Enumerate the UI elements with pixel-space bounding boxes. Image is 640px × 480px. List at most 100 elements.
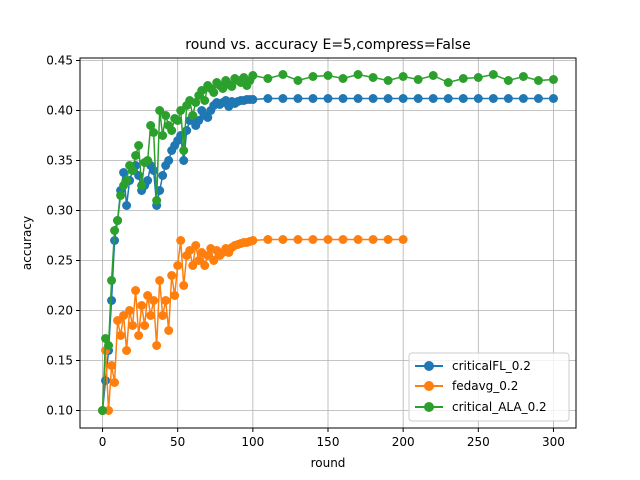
data-point-critical-ala-0-2 — [200, 96, 210, 105]
data-point-criticalfl-0-2 — [143, 176, 153, 185]
x-tick-label: 0 — [99, 435, 107, 449]
data-point-fedavg-0-2 — [116, 331, 126, 340]
data-point-critical-ala-0-2 — [155, 106, 165, 115]
x-tick-label: 50 — [170, 435, 185, 449]
data-point-criticalfl-0-2 — [338, 94, 348, 103]
data-point-fedavg-0-2 — [161, 296, 171, 305]
data-point-criticalfl-0-2 — [413, 94, 423, 103]
data-point-fedavg-0-2 — [146, 311, 156, 320]
series-critical-ala-0-2 — [98, 70, 558, 415]
data-point-fedavg-0-2 — [185, 246, 195, 255]
data-point-criticalfl-0-2 — [278, 94, 288, 103]
data-point-critical-ala-0-2 — [413, 75, 423, 84]
data-point-critical-ala-0-2 — [443, 78, 453, 87]
y-tick-label: 0.30 — [46, 204, 73, 218]
data-point-critical-ala-0-2 — [98, 406, 108, 415]
data-point-critical-ala-0-2 — [110, 226, 120, 235]
legend-label-criticalfl: criticalFL_0.2 — [452, 359, 531, 373]
data-point-critical-ala-0-2 — [122, 176, 132, 185]
data-point-critical-ala-0-2 — [158, 131, 168, 140]
data-point-fedavg-0-2 — [263, 235, 273, 244]
legend: criticalFL_0.2 fedavg_0.2 critical_ALA_0… — [408, 352, 570, 422]
data-point-criticalfl-0-2 — [158, 171, 168, 180]
data-point-critical-ala-0-2 — [473, 73, 483, 82]
data-point-fedavg-0-2 — [107, 361, 117, 370]
data-point-critical-ala-0-2 — [263, 74, 273, 83]
data-point-fedavg-0-2 — [194, 256, 204, 265]
data-point-critical-ala-0-2 — [518, 72, 528, 81]
legend-label-critical-ala: critical_ALA_0.2 — [452, 400, 547, 414]
data-point-fedavg-0-2 — [383, 235, 393, 244]
data-point-criticalfl-0-2 — [179, 156, 189, 165]
data-point-criticalfl-0-2 — [353, 94, 363, 103]
data-point-critical-ala-0-2 — [176, 106, 186, 115]
data-point-fedavg-0-2 — [368, 235, 378, 244]
data-point-critical-ala-0-2 — [173, 116, 183, 125]
data-point-critical-ala-0-2 — [323, 71, 333, 80]
data-point-critical-ala-0-2 — [338, 74, 348, 83]
data-point-fedavg-0-2 — [113, 316, 123, 325]
data-point-fedavg-0-2 — [188, 261, 198, 270]
data-point-criticalfl-0-2 — [323, 94, 333, 103]
data-point-fedavg-0-2 — [173, 261, 183, 270]
data-point-criticalfl-0-2 — [182, 126, 192, 135]
data-point-critical-ala-0-2 — [116, 191, 126, 200]
data-point-critical-ala-0-2 — [503, 76, 513, 85]
data-point-fedavg-0-2 — [338, 235, 348, 244]
data-point-criticalfl-0-2 — [119, 168, 129, 177]
data-point-critical-ala-0-2 — [161, 111, 171, 120]
data-point-critical-ala-0-2 — [353, 70, 363, 79]
data-point-critical-ala-0-2 — [383, 76, 393, 85]
data-point-fedavg-0-2 — [170, 291, 180, 300]
data-point-criticalfl-0-2 — [248, 95, 258, 104]
chart-title: round vs. accuracy E=5,compress=False — [185, 37, 470, 53]
axis-ticks: 0 50 100 150 200 250 300 0.10 0.15 0.20 0.25 0.30 0.… — [46, 54, 565, 450]
data-point-criticalfl-0-2 — [473, 94, 483, 103]
data-point-fedavg-0-2 — [119, 311, 129, 320]
data-point-critical-ala-0-2 — [533, 76, 543, 85]
y-tick-label: 0.45 — [46, 54, 73, 68]
data-point-fedavg-0-2 — [293, 235, 303, 244]
grid — [80, 58, 576, 428]
data-point-critical-ala-0-2 — [488, 70, 498, 79]
y-tick-label: 0.35 — [46, 154, 73, 168]
data-point-critical-ala-0-2 — [134, 141, 144, 150]
y-tick-label: 0.10 — [46, 404, 73, 418]
data-point-critical-ala-0-2 — [368, 73, 378, 82]
data-point-critical-ala-0-2 — [167, 126, 177, 135]
data-point-criticalfl-0-2 — [428, 94, 438, 103]
series-layer — [98, 70, 558, 415]
data-point-fedavg-0-2 — [152, 341, 162, 350]
data-point-critical-ala-0-2 — [293, 76, 303, 85]
data-point-criticalfl-0-2 — [263, 94, 273, 103]
data-point-fedavg-0-2 — [164, 326, 174, 335]
data-point-critical-ala-0-2 — [149, 128, 159, 137]
data-point-criticalfl-0-2 — [518, 94, 528, 103]
data-point-critical-ala-0-2 — [227, 82, 237, 91]
legend-marker-criticalfl — [424, 361, 434, 371]
data-point-criticalfl-0-2 — [194, 116, 204, 125]
data-point-critical-ala-0-2 — [128, 166, 138, 175]
data-point-fedavg-0-2 — [137, 301, 147, 310]
data-point-critical-ala-0-2 — [209, 88, 219, 97]
data-point-fedavg-0-2 — [158, 311, 168, 320]
data-point-fedavg-0-2 — [125, 306, 135, 315]
y-tick-label: 0.25 — [46, 254, 73, 268]
data-point-critical-ala-0-2 — [152, 196, 162, 205]
data-point-criticalfl-0-2 — [101, 376, 111, 385]
data-point-fedavg-0-2 — [248, 236, 258, 245]
data-point-fedavg-0-2 — [131, 286, 141, 295]
legend-box — [408, 352, 570, 422]
data-point-critical-ala-0-2 — [548, 75, 558, 84]
x-axis-label: round — [311, 456, 346, 470]
data-point-critical-ala-0-2 — [131, 151, 141, 160]
data-point-fedavg-0-2 — [179, 281, 189, 290]
data-point-fedavg-0-2 — [128, 321, 138, 330]
data-point-criticalfl-0-2 — [398, 94, 408, 103]
data-point-critical-ala-0-2 — [428, 71, 438, 80]
data-point-fedavg-0-2 — [134, 331, 144, 340]
data-point-criticalfl-0-2 — [503, 94, 513, 103]
data-point-critical-ala-0-2 — [458, 74, 468, 83]
x-tick-label: 300 — [542, 435, 565, 449]
x-tick-label: 100 — [241, 435, 264, 449]
